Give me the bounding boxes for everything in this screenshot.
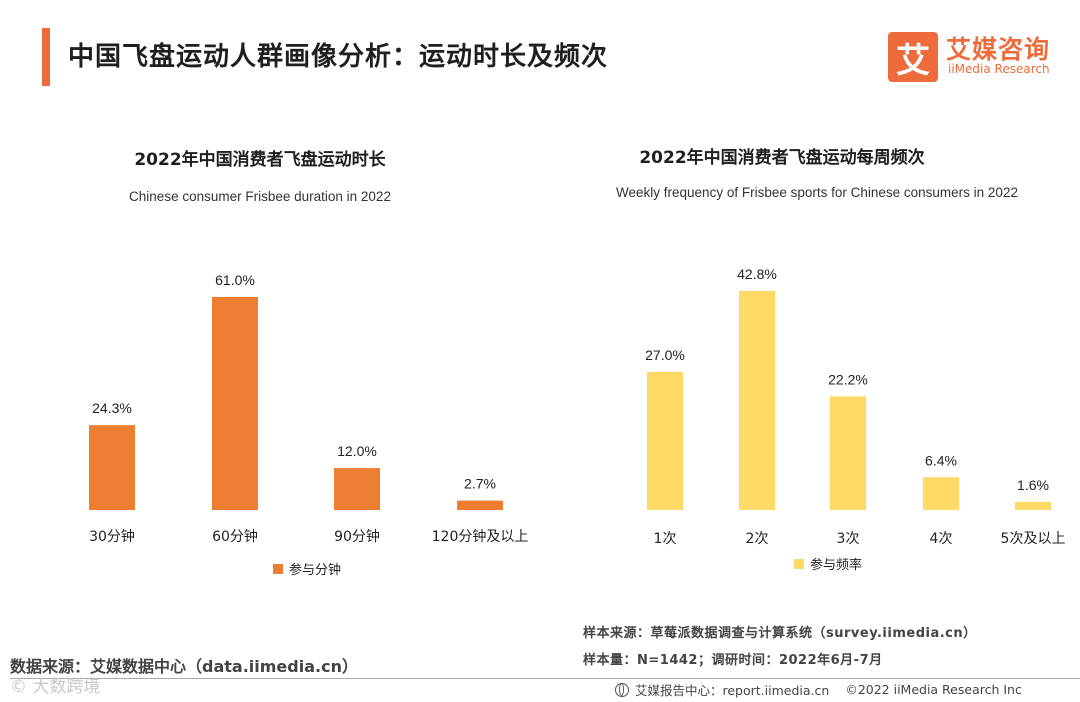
right-chart-title: 2022年中国消费者飞盘运动每周频次 [639,148,925,168]
page-title: 中国飞盘运动人群画像分析：运动时长及频次 [68,42,609,72]
right-bar [923,477,959,510]
right-category-label: 1次 [654,531,677,547]
globe-icon [615,682,629,697]
left-value-label: 12.0% [337,443,377,459]
right-value-label: 22.2% [828,371,868,387]
left-value-label: 24.3% [92,400,132,416]
watermark: © 大数跨境 [10,677,101,697]
left-category-label: 30分钟 [89,528,135,545]
left-chart-title: 2022年中国消费者飞盘运动时长 [134,150,386,170]
right-value-label: 1.6% [1017,477,1049,493]
left-legend-label: 参与分钟 [289,562,341,578]
sample-size-note: 样本量：N=1442；调研时间：2022年6月-7月 [583,653,883,668]
left-chart-subtitle: Chinese consumer Frisbee duration in 202… [129,189,391,204]
logo-english-name: iiMedia Research [948,62,1050,76]
right-category-label: 4次 [930,531,953,547]
left-legend-swatch [273,564,283,574]
right-category-label: 3次 [837,531,860,547]
right-legend-swatch [794,559,804,569]
right-category-label: 2次 [746,531,769,547]
left-category-label: 90分钟 [334,528,380,545]
left-bar [212,297,258,510]
report-footer: 艾媒报告中心：report.iimedia.cn ©2022 iiMedia R… [615,680,1022,699]
right-bar [647,371,683,510]
left-category-label: 60分钟 [212,528,258,545]
right-bar [739,291,775,510]
right-chart-subtitle: Weekly frequency of Frisbee sports for C… [616,185,1018,200]
right-bar [830,396,866,510]
right-legend-label: 参与频率 [810,557,862,573]
right-value-label: 42.8% [737,266,777,282]
logo-mark-icon: 艾 [888,32,938,82]
footer-divider [10,678,1080,679]
right-value-label: 27.0% [645,347,685,363]
iimedia-logo: 艾 艾媒咨询 iiMedia Research [888,30,1068,86]
left-bar [89,425,135,510]
sample-source-note: 样本来源：草莓派数据调查与计算系统（survey.iimedia.cn） [583,626,977,641]
right-category-label: 5次及以上 [1001,531,1066,547]
left-bar [334,468,380,510]
left-category-label: 120分钟及以上 [432,528,529,545]
copyright: ©2022 iiMedia Research Inc [845,682,1022,697]
left-bar [457,500,503,510]
right-bar [1015,501,1051,510]
logo-chinese-name: 艾媒咨询 [946,35,1051,64]
left-value-label: 2.7% [464,476,496,492]
title-accent-bar [42,28,50,86]
data-source-note: 数据来源：艾媒数据中心（data.iimedia.cn） [10,657,358,676]
right-value-label: 6.4% [925,452,957,468]
report-center-link[interactable]: 艾媒报告中心：report.iimedia.cn [635,683,830,698]
left-value-label: 61.0% [215,272,255,288]
